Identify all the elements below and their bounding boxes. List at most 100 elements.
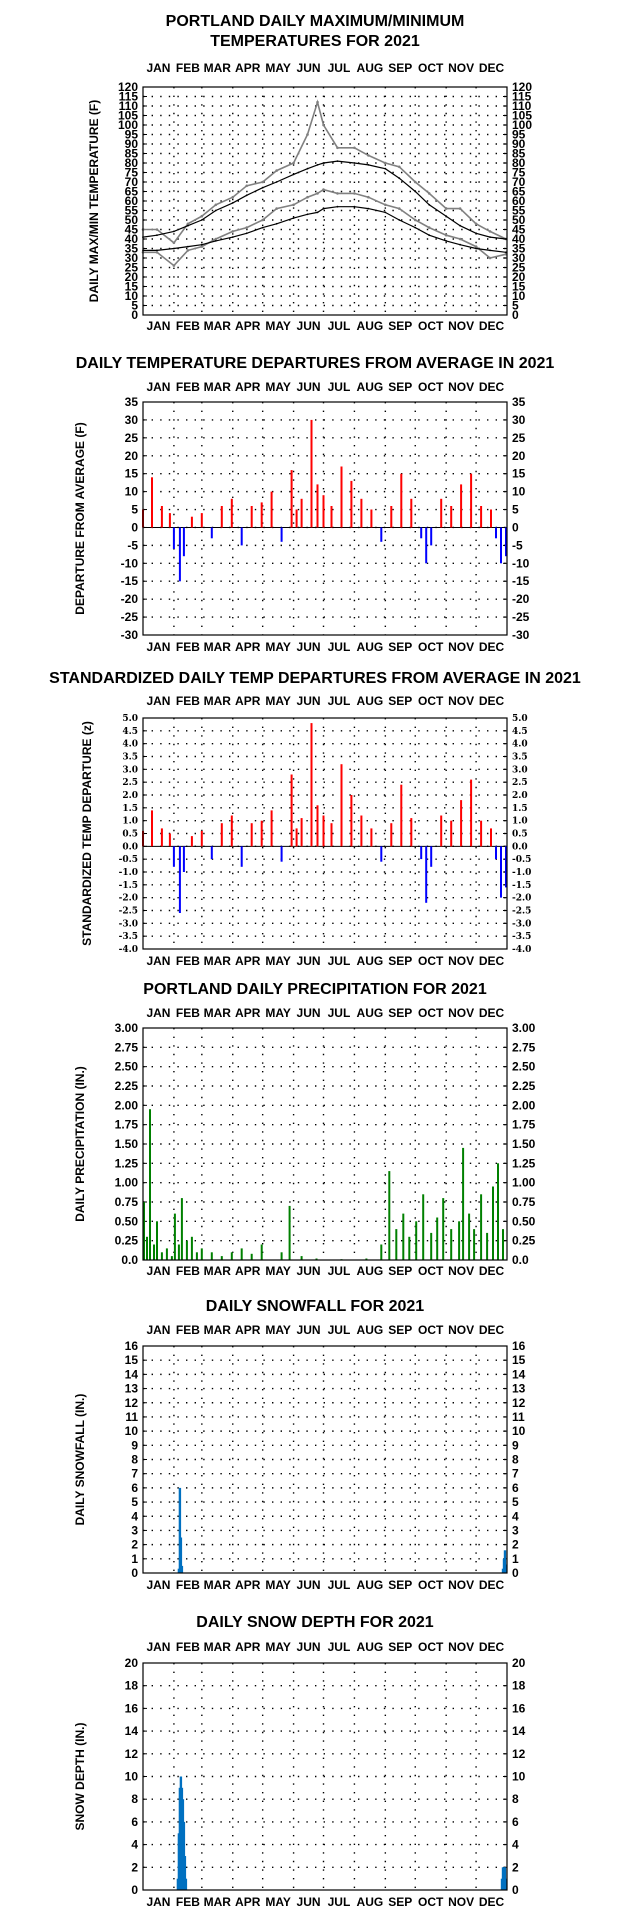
bar <box>495 846 497 860</box>
data-point-normal_max <box>336 160 339 163</box>
month-label-bottom: JAN <box>146 1895 170 1909</box>
y-tick-label-left: 30 <box>125 413 139 427</box>
data-point-max <box>474 222 478 226</box>
month-label-top: AUG <box>357 1006 384 1020</box>
y-tick-label-right: 8 <box>512 1792 519 1806</box>
y-tick-label-right: 15 <box>512 467 526 481</box>
bar <box>505 527 507 557</box>
y-tick-label-left: 3.0 <box>122 765 138 775</box>
y-tick-label-right: 1 <box>512 1552 519 1566</box>
y-tick-label-left: 0.5 <box>122 830 138 840</box>
chart-marks <box>143 1109 504 1260</box>
chart-1: PORTLAND DAILY MAXIMUM/MINIMUM TEMPERATUR… <box>87 13 532 333</box>
bar <box>250 823 253 847</box>
bar <box>200 513 203 528</box>
month-label-top: APR <box>235 61 261 75</box>
data-point-normal_max <box>322 162 325 164</box>
y-tick-label-left: -2.0 <box>119 894 138 904</box>
data-point-normal_max <box>292 173 295 176</box>
bar <box>210 1252 213 1260</box>
bar <box>146 1236 148 1260</box>
data-point-normal_max <box>459 224 462 227</box>
y-tick-label-left: 14 <box>125 1367 139 1381</box>
y-tick-label-left: 20 <box>125 1656 139 1670</box>
y-tick-label-left: 0 <box>131 1883 138 1897</box>
bar <box>470 779 473 847</box>
bar <box>270 810 273 847</box>
bar <box>210 527 213 539</box>
y-tick-label-left: 15 <box>125 467 139 481</box>
data-point-normal_max <box>275 181 278 183</box>
month-label-top: FEB <box>176 1006 200 1020</box>
data-point-normal_min <box>245 232 248 235</box>
bar <box>430 846 433 867</box>
month-label-top: FEB <box>176 694 200 708</box>
y-tick-label-left: 120 <box>118 80 138 94</box>
y-tick-label-left: 0 <box>131 1566 138 1580</box>
bar <box>290 774 293 847</box>
y-tick-label-right: -0.5 <box>512 855 531 865</box>
month-label-top: APR <box>235 380 261 394</box>
y-tick-label-left: 105 <box>118 109 138 123</box>
month-label-bottom: APR <box>235 1264 261 1278</box>
bar <box>240 846 243 867</box>
month-label-bottom: FEB <box>176 954 200 968</box>
bar <box>480 1194 483 1260</box>
y-tick-label-right: 20 <box>512 270 526 284</box>
data-point-max <box>353 146 356 150</box>
y-tick-label-left: 65 <box>125 185 139 199</box>
y-tick-label-left: 4 <box>131 1509 138 1523</box>
y-tick-label-left: 35 <box>125 242 139 256</box>
month-label-top: AUG <box>357 61 384 75</box>
y-tick-label-left: -2.5 <box>119 907 138 917</box>
y-tick-label-left: 3.5 <box>122 753 138 763</box>
bar <box>280 527 283 542</box>
bar <box>450 506 453 528</box>
y-tick-label-left: 1.50 <box>115 1137 139 1151</box>
month-label-bottom: DEC <box>479 1895 505 1909</box>
bar <box>460 484 463 528</box>
month-label-top: MAR <box>204 380 232 394</box>
month-label-bottom: JUL <box>328 954 351 968</box>
y-tick-label-left: 2.0 <box>122 791 138 801</box>
data-point-max <box>306 133 309 136</box>
data-point-normal_max <box>353 162 356 164</box>
bar <box>430 1232 433 1260</box>
bar <box>450 1229 453 1260</box>
y-tick-label-left: 3.00 <box>115 1021 139 1035</box>
y-tick-label-right: -10 <box>512 556 530 570</box>
y-tick-label-right: 2 <box>512 1538 519 1552</box>
data-point-max <box>458 207 462 210</box>
month-label-bottom: APR <box>235 319 261 333</box>
bar <box>220 506 223 528</box>
month-label-bottom: OCT <box>418 1264 444 1278</box>
bar <box>480 506 483 528</box>
y-tick-label-right: 4 <box>512 1509 519 1523</box>
y-tick-label-left: -10 <box>121 556 139 570</box>
month-label-bottom: OCT <box>418 319 444 333</box>
month-label-top: JUN <box>297 1640 321 1654</box>
bar <box>180 1198 183 1260</box>
data-point-max <box>231 195 235 199</box>
y-axis-label: DAILY MAX/MIN TEMPERATURE (F) <box>87 100 101 302</box>
data-point-min <box>367 195 370 199</box>
bar <box>160 828 163 847</box>
y-tick-label-left: 10 <box>125 1770 139 1784</box>
data-point-max <box>322 123 325 127</box>
data-point-min <box>353 192 356 195</box>
bar <box>315 1258 318 1260</box>
y-tick-label-right: 5 <box>512 503 519 517</box>
plot-frame <box>142 401 508 636</box>
y-tick-label-right: 30 <box>512 251 526 265</box>
data-point-min <box>413 218 417 222</box>
data-point-normal_min <box>292 217 295 220</box>
month-label-top: FEB <box>176 380 200 394</box>
y-tick-label-right: -1.5 <box>512 881 531 891</box>
y-tick-label-left: 45 <box>125 223 139 237</box>
y-tick-label-right: 3.5 <box>512 753 528 763</box>
y-tick-label-right: 0 <box>512 520 519 534</box>
bar <box>500 846 502 898</box>
y-tick-label-right: 60 <box>512 194 526 208</box>
month-label-top: AUG <box>357 1640 384 1654</box>
